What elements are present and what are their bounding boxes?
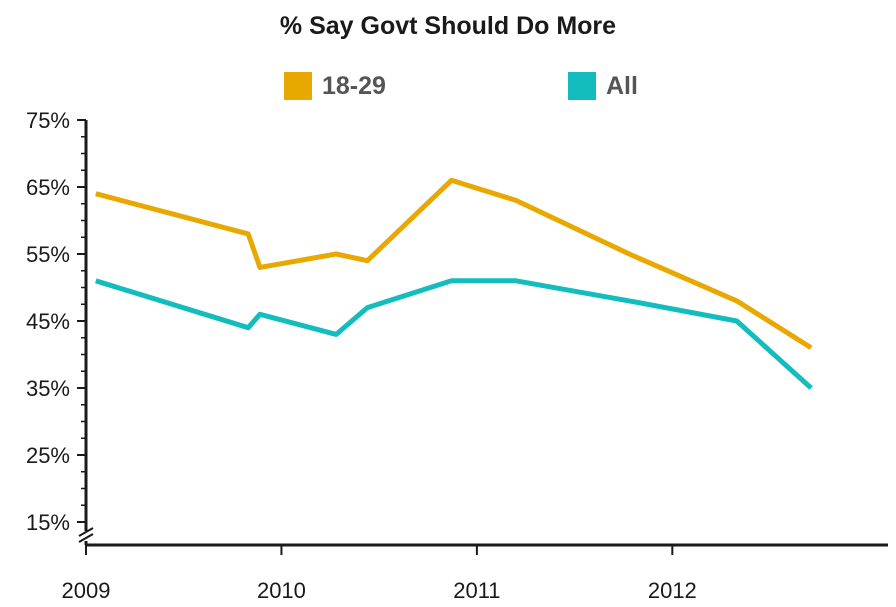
axis-break-gap — [78, 531, 94, 541]
y-tick-label: 25% — [26, 443, 70, 468]
legend-swatch-all — [568, 72, 596, 100]
y-axis-ticks: 15% 25% 35% 45% 55% 65% 75% — [26, 108, 86, 535]
legend-label-18-29: 18-29 — [322, 71, 386, 100]
x-tick-label: 2012 — [648, 578, 697, 603]
chart-title: % Say Govt Should Do More — [279, 12, 617, 40]
x-tick-label: 2011 — [453, 578, 500, 603]
legend-swatch-18-29 — [284, 72, 312, 100]
axis-break-slash — [78, 527, 94, 537]
y-tick-label: 45% — [26, 309, 70, 334]
series-line-18-29 — [95, 177, 813, 350]
x-tick-label: 2010 — [257, 578, 306, 603]
y-tick-label: 15% — [26, 510, 70, 535]
axis-break-mark — [78, 527, 94, 543]
x-axis-ticks: 2009 2010 2011 2012 — [62, 545, 697, 603]
legend-item-18-29: 18-29 — [284, 70, 386, 102]
series-lines — [95, 177, 813, 390]
series-line-all — [95, 278, 813, 390]
y-tick-label: 35% — [26, 376, 70, 401]
axis-break-slash — [78, 533, 94, 543]
y-tick-label: 65% — [26, 175, 70, 200]
y-tick-label: 75% — [26, 108, 70, 133]
y-tick-label: 55% — [26, 242, 70, 267]
legend-label-all: All — [606, 71, 638, 100]
x-tick-label: 2009 — [62, 578, 111, 603]
legend-item-all: All — [568, 70, 638, 102]
